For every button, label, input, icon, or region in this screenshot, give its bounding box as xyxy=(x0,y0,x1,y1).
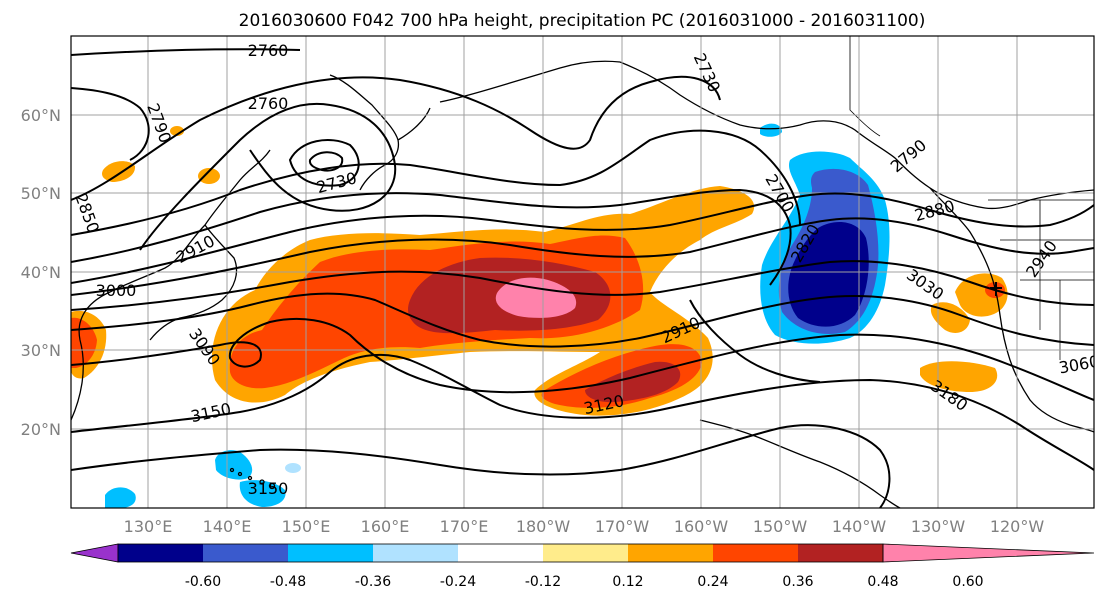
lon-tick-label: 160°E xyxy=(361,517,410,536)
precip-orange-kamchatka xyxy=(170,126,184,136)
precip-orange-japan xyxy=(102,161,136,182)
coast-bc-mainland xyxy=(929,187,1094,433)
contour-line xyxy=(71,48,301,56)
lat-tick-label: 30°N xyxy=(21,341,61,360)
contour-line xyxy=(71,192,1094,284)
map-content: 2760 2760 2790 2730 2850 2910 3000 3090 … xyxy=(71,36,1094,508)
colorbar-tick-label: -0.36 xyxy=(355,574,391,590)
colorbar-tick-label: 0.36 xyxy=(782,574,813,590)
lon-tick-label: 130°W xyxy=(911,517,966,536)
contour-line xyxy=(71,424,891,508)
colorbar-segment xyxy=(118,544,203,562)
map-title: 2016030600 F042 700 hPa height, precipit… xyxy=(239,11,926,31)
contour-line xyxy=(71,217,1094,296)
precip-cyan-corner xyxy=(105,487,136,508)
lon-tick-label: 120°W xyxy=(990,517,1045,536)
hawaii-islands xyxy=(229,467,276,490)
colorbar-tick-label: -0.12 xyxy=(525,574,561,590)
contour-line xyxy=(139,102,397,251)
lat-tick-label: 20°N xyxy=(21,420,61,439)
colorbar-segment xyxy=(373,544,458,562)
contour-line xyxy=(689,299,821,383)
contour-line xyxy=(71,87,150,161)
lon-tick-label: 170°E xyxy=(440,517,489,536)
precip-shading xyxy=(71,123,1008,508)
precip-pink-max xyxy=(495,277,577,318)
precip-cyan-alaska xyxy=(760,123,782,137)
colorbar-outline xyxy=(117,543,884,563)
colorbar-tick-label: -0.60 xyxy=(185,574,221,590)
contour-line xyxy=(71,292,1094,348)
contour-label: 2760 xyxy=(248,41,289,60)
contour-line xyxy=(71,353,1094,471)
colorbar: -0.60 -0.48 -0.36 -0.24 -0.12 0.12 0.24 … xyxy=(70,543,1095,590)
lat-tick-label: 40°N xyxy=(21,263,61,282)
lon-tick-label: 150°W xyxy=(753,517,808,536)
lon-tick-label: 150°E xyxy=(282,517,331,536)
colorbar-tick-label: 0.60 xyxy=(952,574,983,590)
contour-line xyxy=(71,75,721,201)
lon-tick-label: 160°W xyxy=(674,517,729,536)
contour-line xyxy=(71,260,1094,311)
colorbar-tick-label: -0.24 xyxy=(440,574,476,590)
lon-axis: 130°E 140°E 150°E 160°E 170°E 180°W 170°… xyxy=(124,517,1045,536)
lon-tick-label: 140°W xyxy=(832,517,887,536)
gridlines xyxy=(71,36,1094,508)
coast-asia-japan xyxy=(71,149,271,421)
lat-axis: 60°N 50°N 40°N 30°N 20°N xyxy=(21,106,61,439)
coast-mexico xyxy=(699,419,901,508)
colorbar-segment xyxy=(628,544,713,562)
coast-aleutians xyxy=(439,60,621,103)
colorbar-extend-right xyxy=(882,543,1095,563)
colorbar-segment xyxy=(713,544,798,562)
colorbar-segment xyxy=(288,544,373,562)
precip-orange-east-sub xyxy=(920,361,998,392)
colorbar-tick-label: -0.48 xyxy=(270,574,306,590)
contour-line xyxy=(71,188,792,286)
contour-label: 3150 xyxy=(248,479,289,498)
colorbar-tick-label: 0.12 xyxy=(612,574,643,590)
colorbar-segment xyxy=(458,544,543,562)
coast-alaska xyxy=(619,61,1094,210)
coastlines xyxy=(71,36,1094,508)
colorbar-ticks: -0.60 -0.48 -0.36 -0.24 -0.12 0.12 0.24 … xyxy=(185,574,984,590)
contour-label: 2760 xyxy=(248,94,289,113)
precip-orange-calif2 xyxy=(930,302,970,333)
precip-cyan-southwest xyxy=(215,450,253,480)
contour-line xyxy=(288,139,360,187)
height-contours xyxy=(71,48,1094,508)
contour-line xyxy=(71,129,801,236)
border-states xyxy=(1000,239,1094,360)
lon-tick-label: 130°E xyxy=(124,517,173,536)
colorbar-tick-label: 0.24 xyxy=(697,574,728,590)
cross-marker xyxy=(990,282,1002,296)
lon-tick-label: 170°W xyxy=(595,517,650,536)
colorbar-tick-label: 0.48 xyxy=(867,574,898,590)
map-frame xyxy=(70,35,1095,509)
coast-kamchatka xyxy=(329,74,431,191)
lat-tick-label: 50°N xyxy=(21,184,61,203)
contour-label: 3000 xyxy=(96,281,137,300)
precip-lightblue-patch xyxy=(285,463,301,473)
colorbar-segment xyxy=(543,544,628,562)
map-panel: 2760 2760 2790 2730 2850 2910 3000 3090 … xyxy=(70,35,1095,509)
colorbar-segment xyxy=(798,544,883,562)
precip-orange-sakhalin xyxy=(198,168,220,184)
colorbar-extend-left xyxy=(70,543,119,563)
lat-tick-label: 60°N xyxy=(21,106,61,125)
lon-tick-label: 140°E xyxy=(203,517,252,536)
contour-line xyxy=(71,317,1094,401)
lon-tick-label: 180°W xyxy=(516,517,571,536)
colorbar-segment xyxy=(203,544,288,562)
border-canada-us xyxy=(849,36,1094,240)
contour-line xyxy=(308,151,344,172)
